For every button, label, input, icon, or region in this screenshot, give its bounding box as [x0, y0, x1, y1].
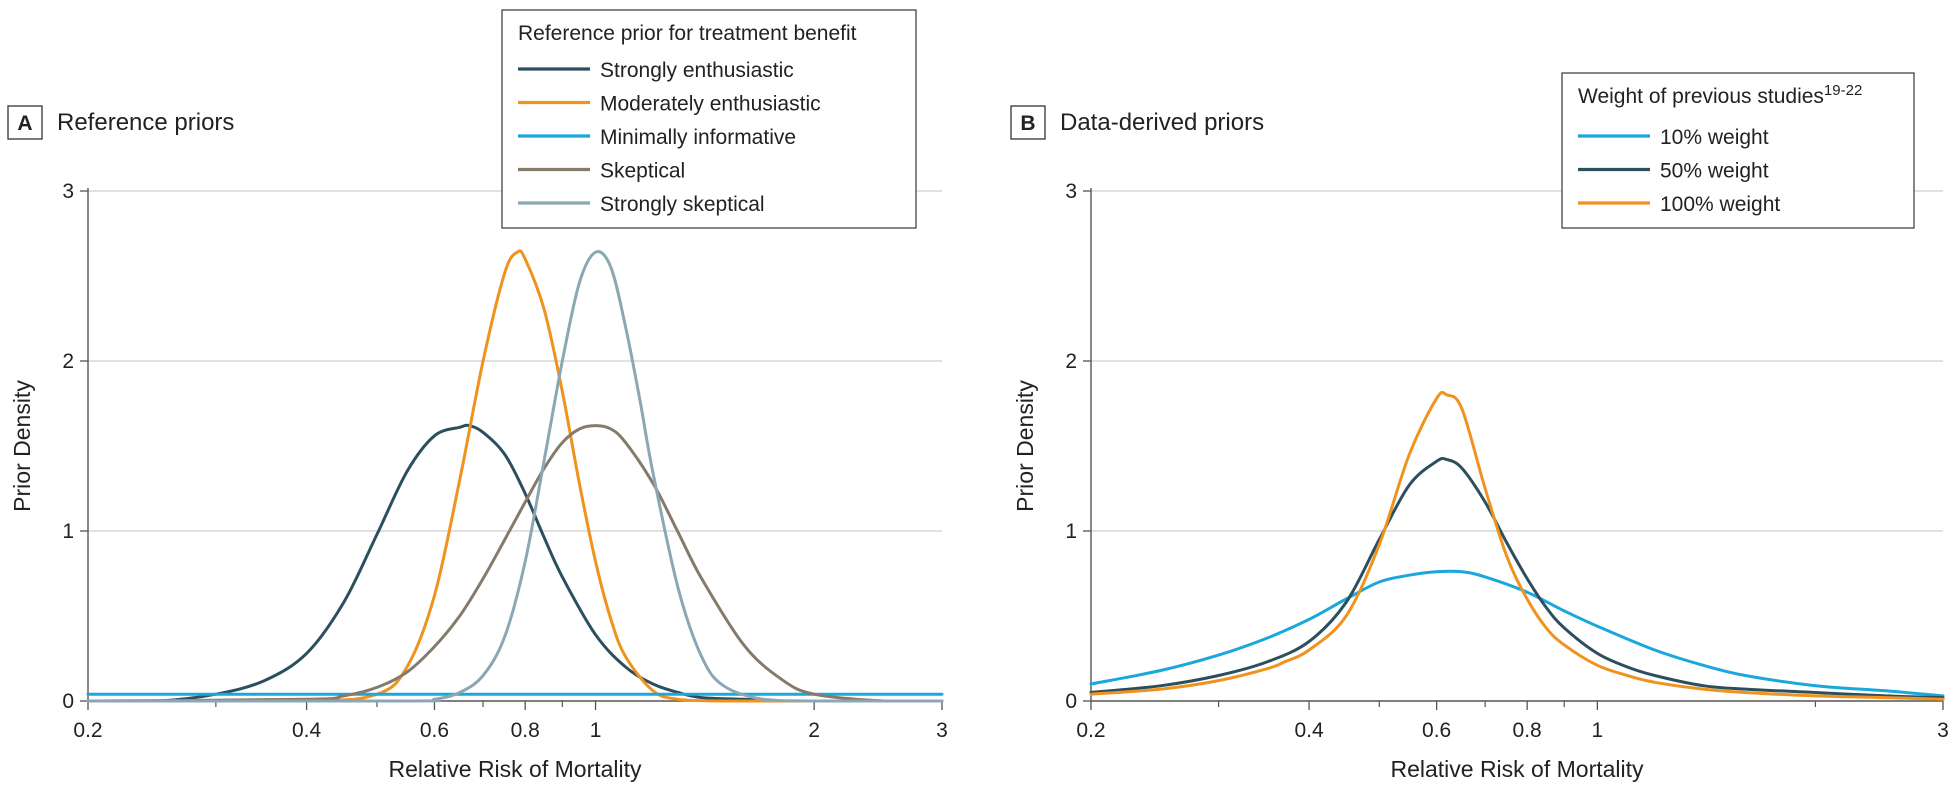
panel-letter: A: [17, 112, 32, 135]
legend-entry-100-weight: 100% weight: [1660, 193, 1780, 216]
y-tick-label: 1: [1065, 520, 1077, 543]
x-tick-label: 3: [1937, 719, 1949, 742]
panel-b: B Data-derived priors 0 1 2 3 0.2 0.4 0.6 0.8 1 3 Re…: [1010, 72, 1949, 782]
series-line-moderately-enthusiastic: [86, 249, 944, 703]
panel-letter: B: [1020, 112, 1035, 135]
legend-title-superscript: 19-22: [1824, 82, 1862, 99]
legend-entry-strongly-skeptical: Strongly skeptical: [600, 193, 765, 216]
x-tick-label: 0.4: [1294, 719, 1324, 742]
x-tick-label: 0.2: [1076, 719, 1105, 742]
legend-entry-50-weight: 50% weight: [1660, 160, 1769, 183]
legend-entry-strongly-enthusiastic: Strongly enthusiastic: [600, 59, 794, 82]
y-axis-label: Prior Density: [9, 380, 35, 512]
y-tick-label: 3: [62, 180, 74, 203]
x-tick-label: 0.6: [420, 719, 449, 742]
series-line-10-weight: [1089, 569, 1945, 698]
x-tick-label: 0.8: [511, 719, 540, 742]
legend-title: Weight of previous studies19-22: [1578, 82, 1862, 108]
series-line-100-weight: [1089, 390, 1945, 701]
panel-title: Data-derived priors: [1060, 109, 1264, 136]
y-tick-label: 0: [62, 690, 74, 713]
x-tick-label: 3: [936, 719, 948, 742]
legend: Weight of previous studies19-22 10% weigh…: [1561, 72, 1915, 229]
x-tick-label: 1: [1592, 719, 1604, 742]
x-tick-label: 0.4: [292, 719, 322, 742]
series-line-strongly-enthusiastic: [86, 423, 944, 703]
legend-entry-minimally-informative: Minimally informative: [600, 126, 796, 149]
panel-a: A Reference priors 0 1 2 3 0.2 0.4 0.6 0.8 1 2 3 Rela…: [7, 9, 948, 782]
y-tick-label: 2: [62, 350, 74, 373]
x-tick-label: 2: [808, 719, 820, 742]
y-tick-label: 2: [1065, 350, 1077, 373]
series-line-strongly-skeptical: [86, 250, 944, 703]
y-tick-label: 0: [1065, 690, 1077, 713]
x-axis-label: Relative Risk of Mortality: [1390, 756, 1644, 782]
x-axis-label: Relative Risk of Mortality: [388, 756, 642, 782]
legend-title: Reference prior for treatment benefit: [518, 22, 857, 45]
y-axis-label: Prior Density: [1012, 380, 1038, 512]
x-tick-label: 0.8: [1513, 719, 1542, 742]
panel-badge-box: [1010, 105, 1046, 140]
legend-entry-10-weight: 10% weight: [1660, 126, 1769, 149]
legend-entry-skeptical: Skeptical: [600, 160, 685, 183]
legend-entry-moderately-enthusiastic: Moderately enthusiastic: [600, 93, 821, 116]
y-tick-label: 3: [1065, 180, 1077, 203]
x-tick-label: 0.6: [1422, 719, 1451, 742]
x-tick-label: 0.2: [73, 719, 102, 742]
legend: Reference prior for treatment benefit Str…: [501, 9, 917, 229]
y-tick-label: 1: [62, 520, 74, 543]
legend-box: [501, 9, 917, 229]
panel-title: Reference priors: [57, 109, 234, 136]
x-tick-label: 1: [590, 719, 602, 742]
panel-badge-box: [7, 105, 43, 140]
series-line-skeptical: [86, 424, 944, 703]
